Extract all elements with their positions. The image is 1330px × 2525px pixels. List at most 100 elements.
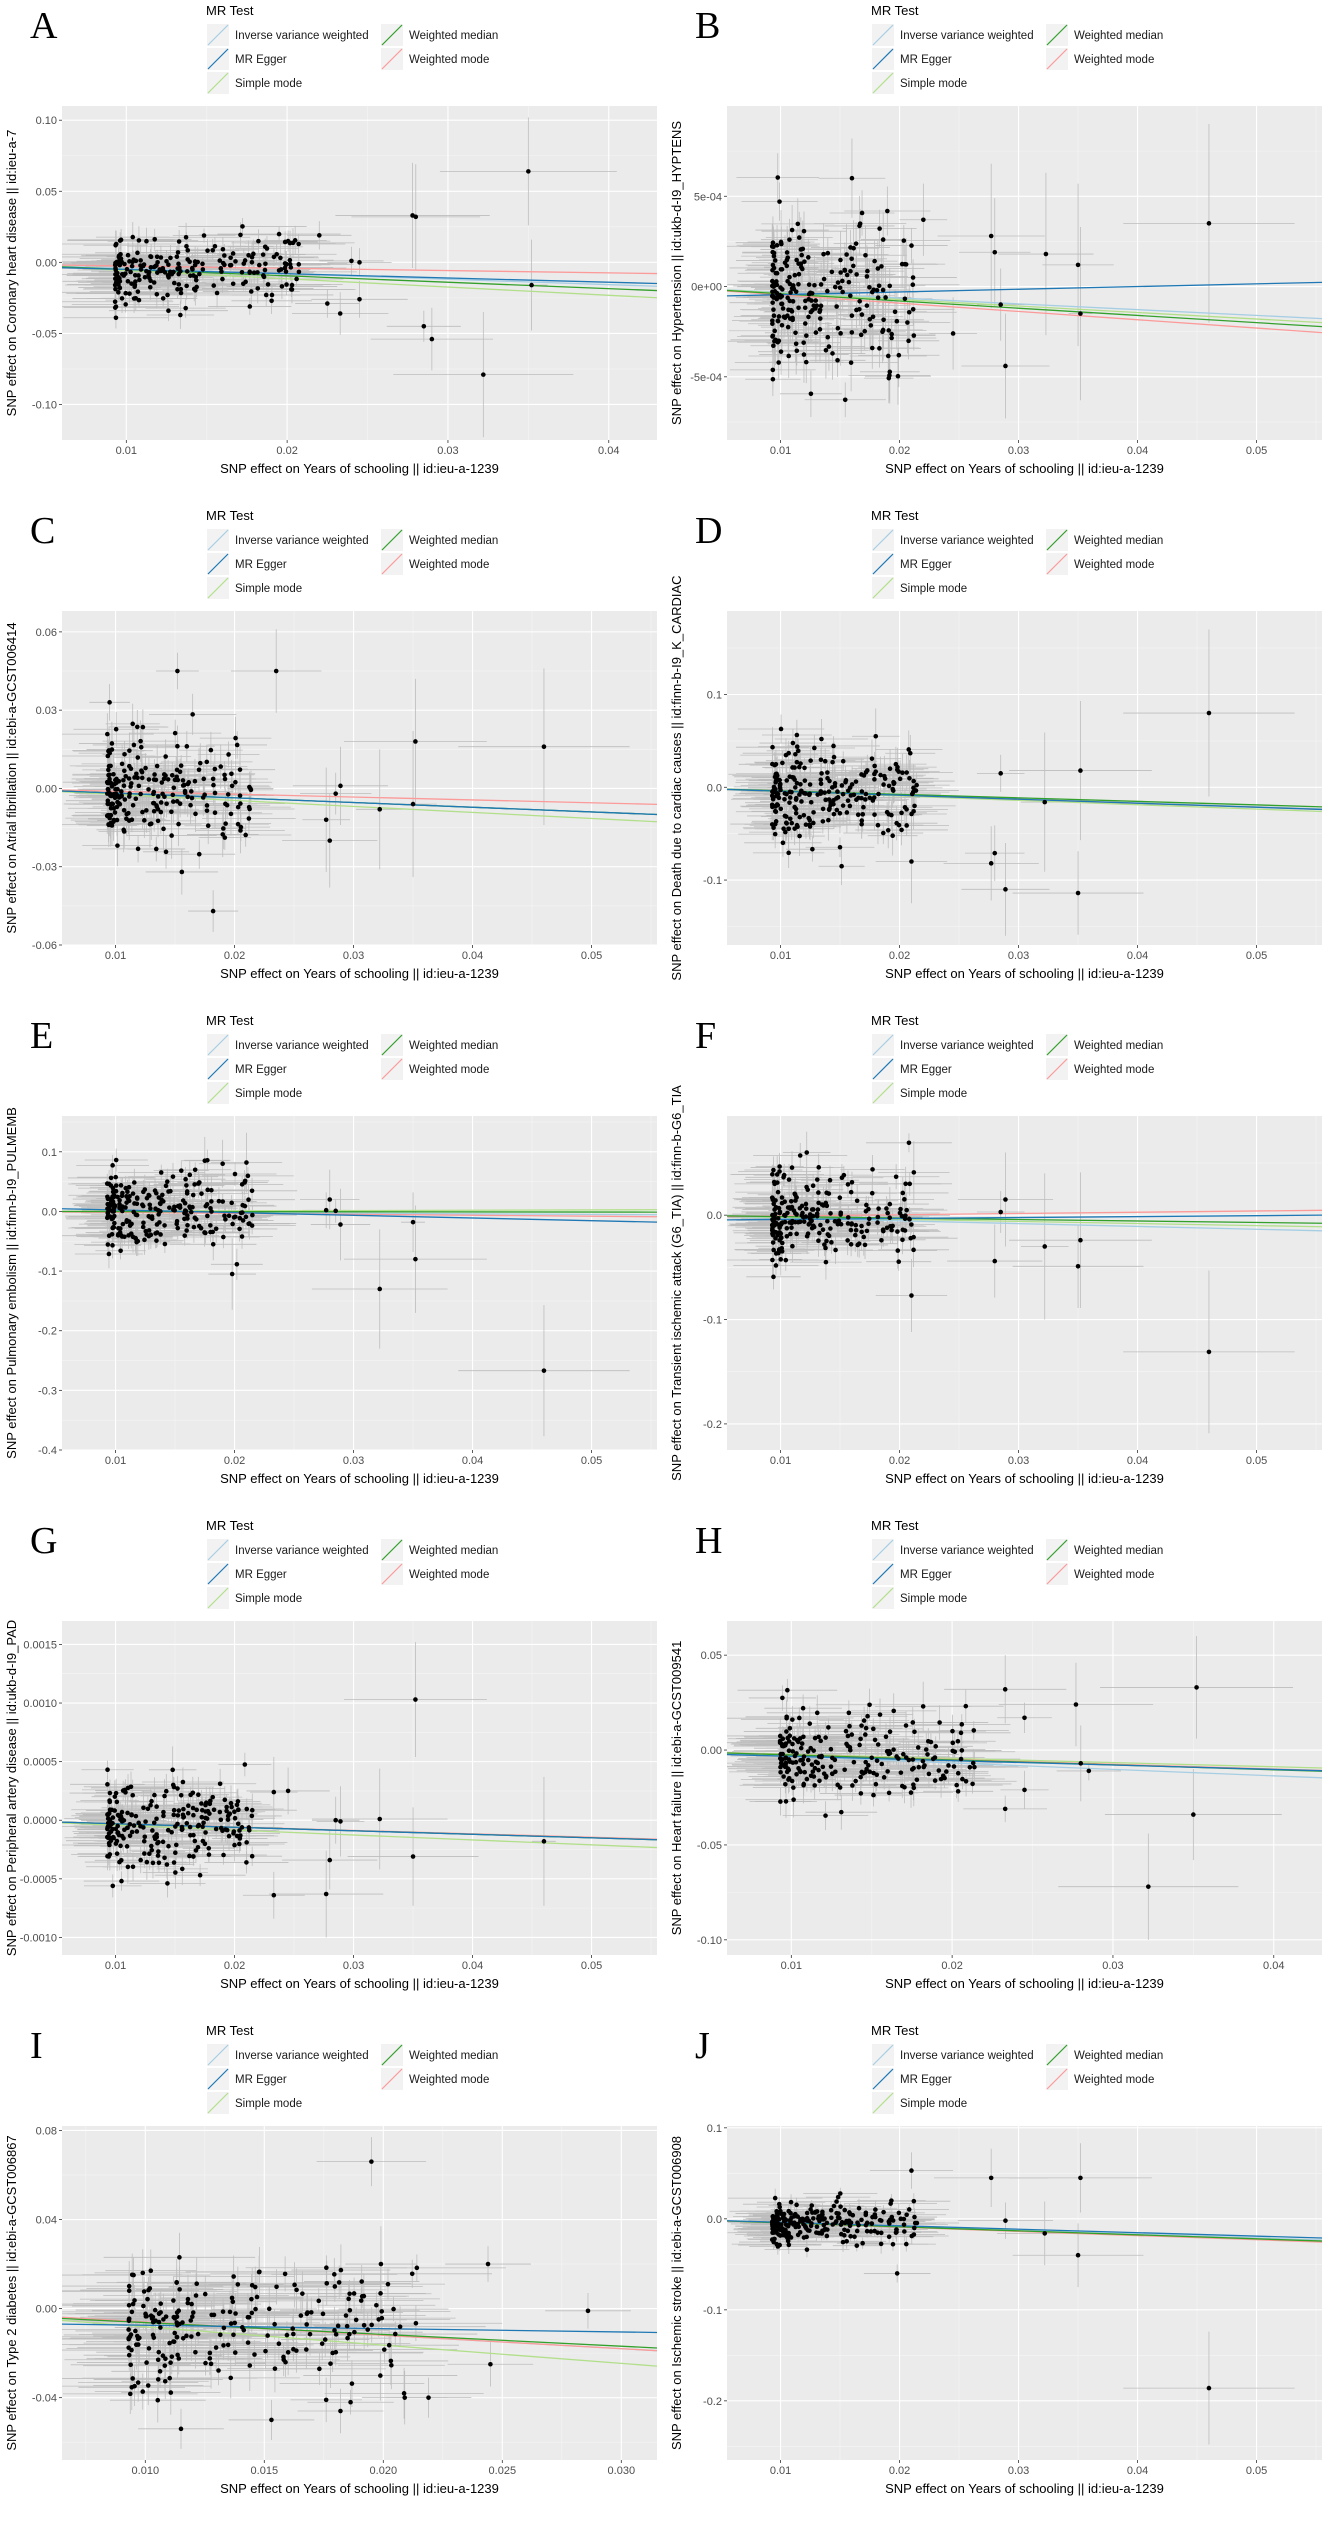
data-point <box>849 793 854 798</box>
data-point <box>773 772 778 777</box>
x-tick-label: 0.05 <box>581 1455 602 1467</box>
data-point <box>879 1238 884 1243</box>
data-point <box>251 252 256 257</box>
data-point <box>132 296 137 301</box>
data-point <box>113 287 118 292</box>
data-point <box>1076 891 1081 896</box>
data-point <box>771 1196 776 1201</box>
data-point <box>803 791 808 796</box>
data-point <box>790 1165 795 1170</box>
data-point <box>284 282 289 287</box>
data-point <box>912 333 917 338</box>
data-point <box>788 290 793 295</box>
data-point <box>411 802 416 807</box>
x-tick-label: 0.03 <box>343 1455 364 1467</box>
x-tick-label: 0.04 <box>1127 1455 1148 1467</box>
data-point <box>277 232 282 237</box>
data-point <box>111 1190 116 1195</box>
data-point <box>134 796 139 801</box>
y-tick-label: 0.1 <box>707 690 722 702</box>
panel-letter: B <box>695 5 720 47</box>
data-point <box>842 268 847 273</box>
data-point <box>114 727 119 732</box>
y-axis-label: SNP effect on Transient ischemic attack … <box>669 1085 684 1481</box>
data-point <box>900 770 905 775</box>
x-axis-label: SNP effect on Years of schooling || id:i… <box>220 966 499 981</box>
data-point <box>830 351 835 356</box>
data-point <box>256 239 261 244</box>
legend-item-egger: MR Egger <box>207 1058 287 1080</box>
legend-item-ivw: Inverse variance weighted <box>207 1539 369 1561</box>
data-point <box>247 1221 252 1226</box>
data-point <box>111 792 116 797</box>
data-point <box>168 256 173 261</box>
data-point <box>152 772 157 777</box>
data-point <box>233 259 238 264</box>
data-point <box>226 792 231 797</box>
data-point <box>110 784 115 789</box>
data-point <box>140 810 145 815</box>
data-point <box>816 1190 821 1195</box>
legend-item-ivw: Inverse variance weighted <box>207 1034 369 1056</box>
data-point <box>172 1208 177 1213</box>
data-point <box>176 262 181 267</box>
data-point <box>806 1222 811 1227</box>
data-point <box>869 323 874 328</box>
data-point <box>142 818 147 823</box>
data-point <box>902 1197 907 1202</box>
x-tick-label: 0.01 <box>770 1455 791 1467</box>
data-point <box>811 1183 816 1188</box>
data-point <box>155 1222 160 1227</box>
y-tick-label: 0.0000 <box>23 1815 57 1827</box>
x-tick-label: 0.01 <box>770 950 791 962</box>
data-point <box>794 807 799 812</box>
data-point <box>230 1272 235 1277</box>
data-point <box>542 1368 547 1373</box>
data-point <box>108 802 113 807</box>
data-point <box>133 273 138 278</box>
data-point <box>846 1215 851 1220</box>
data-point <box>832 812 837 817</box>
data-point <box>877 283 882 288</box>
data-point <box>128 270 133 275</box>
data-point <box>778 788 783 793</box>
data-point <box>819 781 824 786</box>
data-point <box>221 1235 226 1240</box>
data-point <box>263 261 268 266</box>
data-point <box>110 1243 115 1248</box>
data-point <box>841 759 846 764</box>
data-point <box>773 258 778 263</box>
data-point <box>193 1167 198 1172</box>
data-point <box>854 779 859 784</box>
data-point <box>109 806 114 811</box>
data-point <box>265 246 270 251</box>
data-point <box>1078 311 1083 316</box>
data-point <box>233 736 238 741</box>
data-point <box>785 250 790 255</box>
data-point <box>903 262 908 267</box>
legend-item-wmedian: Weighted median <box>381 24 498 46</box>
data-point <box>214 1226 219 1231</box>
data-point <box>854 797 859 802</box>
data-point <box>813 306 818 311</box>
data-point <box>865 274 870 279</box>
data-point <box>239 1211 244 1216</box>
data-point <box>809 298 814 303</box>
data-point <box>209 1188 214 1193</box>
data-point <box>856 812 861 817</box>
data-point <box>240 224 245 229</box>
data-point <box>911 779 916 784</box>
data-point <box>377 1287 382 1292</box>
legend-item-ivw: Inverse variance weighted <box>207 529 369 551</box>
data-point <box>853 1223 858 1228</box>
data-point <box>909 859 914 864</box>
data-point <box>123 774 128 779</box>
data-point <box>835 789 840 794</box>
data-point <box>209 1209 214 1214</box>
data-point <box>989 861 994 866</box>
data-point <box>789 821 794 826</box>
data-point <box>202 792 207 797</box>
data-point <box>127 748 132 753</box>
data-point <box>114 280 119 285</box>
